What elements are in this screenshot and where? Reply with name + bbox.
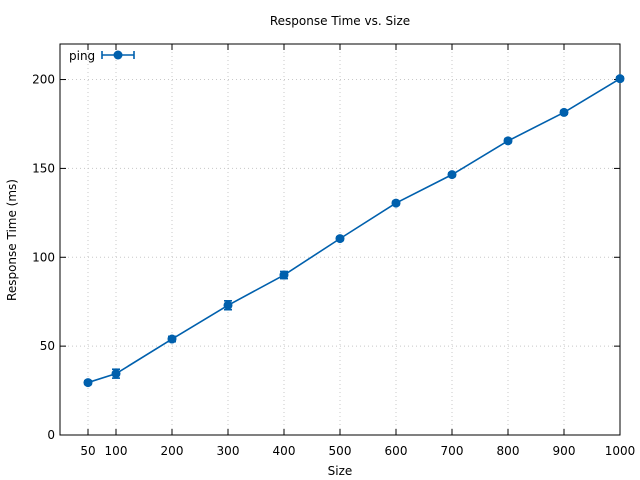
data-point [559, 107, 569, 117]
grid [60, 44, 621, 435]
x-axis: 50 100 200 300 400 500 600 700 800 900 1000 [80, 44, 635, 458]
x-tick-label: 900 [553, 444, 576, 458]
data-point [83, 378, 93, 388]
x-tick-label: 400 [273, 444, 296, 458]
data-point [335, 234, 345, 244]
y-axis-label: Response Time (ms) [5, 179, 19, 301]
legend-label: ping [69, 49, 95, 63]
x-tick-label: 1000 [605, 444, 636, 458]
legend-sample [101, 50, 135, 60]
x-tick-label: 200 [161, 444, 184, 458]
x-tick-label: 300 [217, 444, 240, 458]
y-tick-label: 200 [32, 73, 55, 87]
series-layer [83, 74, 625, 388]
data-point [615, 74, 625, 84]
data-point [391, 198, 401, 208]
y-axis: 0 50 100 150 200 [32, 73, 620, 442]
y-tick-label: 150 [32, 161, 55, 175]
legend-marker [113, 50, 123, 60]
data-point [279, 270, 289, 280]
data-point [111, 369, 121, 379]
legend: ping [69, 49, 135, 63]
series-line [87, 77, 621, 384]
chart-title: Response Time vs. Size [270, 14, 410, 28]
x-tick-label: 600 [385, 444, 408, 458]
x-tick-label: 500 [329, 444, 352, 458]
x-tick-label: 700 [441, 444, 464, 458]
x-tick-label: 800 [497, 444, 520, 458]
data-point [447, 170, 457, 180]
y-tick-label: 0 [47, 428, 55, 442]
data-point [503, 136, 513, 146]
x-axis-label: Size [328, 464, 353, 478]
x-tick-label: 50 [80, 444, 95, 458]
data-point [167, 334, 177, 344]
y-tick-label: 50 [40, 339, 55, 353]
data-point [223, 300, 233, 310]
y-tick-label: 100 [32, 250, 55, 264]
x-tick-label: 100 [105, 444, 128, 458]
